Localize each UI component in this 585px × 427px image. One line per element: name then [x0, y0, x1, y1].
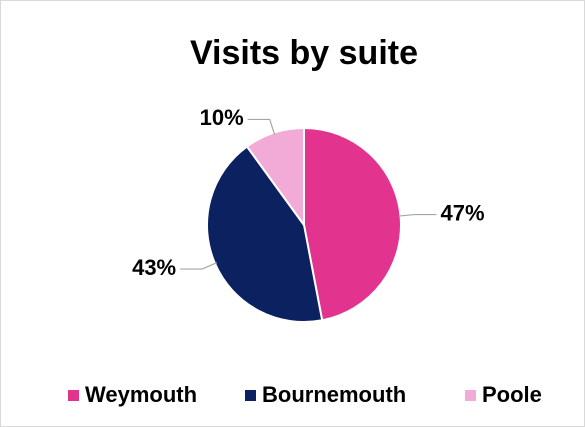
legend-marker	[465, 390, 476, 401]
data-label: 47%	[441, 200, 485, 225]
leader-line	[398, 213, 437, 217]
leader-line	[180, 262, 218, 270]
chart-title: Visits by suite	[190, 34, 418, 72]
data-label: 10%	[200, 105, 244, 130]
legend-label: Bournemouth	[262, 382, 406, 407]
legend-marker	[245, 390, 256, 401]
leader-line	[247, 118, 276, 135]
legend-marker	[68, 390, 79, 401]
data-label: 43%	[132, 255, 176, 280]
legend-label: Weymouth	[85, 382, 197, 407]
legend-label: Poole	[482, 382, 542, 407]
